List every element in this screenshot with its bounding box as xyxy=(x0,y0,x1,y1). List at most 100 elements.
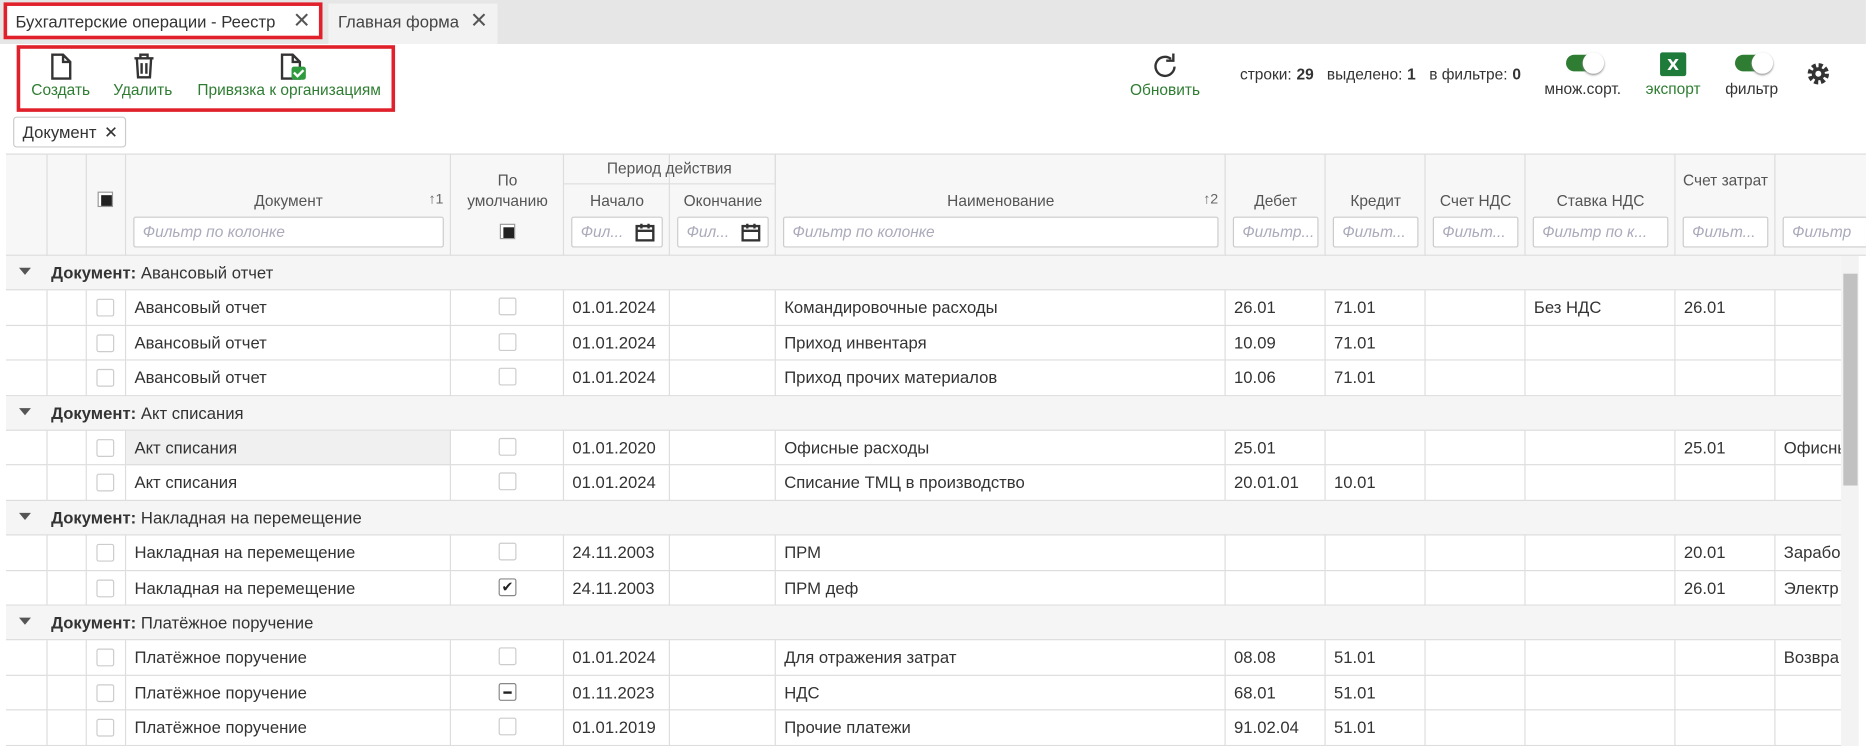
column-header[interactable]: Счет НДС xyxy=(1439,191,1512,210)
row-checkbox[interactable] xyxy=(96,718,115,737)
cell: 71.01 xyxy=(1325,360,1426,396)
column-header[interactable]: По умолчанию xyxy=(467,171,548,210)
group-chip[interactable]: Документ ✕ xyxy=(13,116,127,148)
cell-empty xyxy=(5,710,48,746)
cell-empty xyxy=(47,465,87,501)
toolbar xyxy=(0,44,1866,111)
column-header[interactable]: Ставка НДС xyxy=(1556,191,1645,210)
calendar-icon[interactable] xyxy=(635,223,655,242)
toggle-knob[interactable] xyxy=(1582,52,1605,74)
row-checkbox[interactable] xyxy=(96,439,115,457)
cell-empty xyxy=(669,430,776,466)
row-checkbox[interactable] xyxy=(96,474,115,492)
chip-close[interactable]: ✕ xyxy=(103,122,118,142)
scrollbar[interactable] xyxy=(1840,255,1859,746)
group-row[interactable]: Документ: Платёжное поручение xyxy=(5,605,1841,641)
tab-close[interactable]: ✕ xyxy=(470,8,489,33)
default-checkbox[interactable] xyxy=(498,647,517,666)
toolbar-button[interactable]: Привязка к организациям xyxy=(197,80,381,99)
column-filter[interactable]: Фильт... xyxy=(1682,216,1769,248)
tab-label[interactable]: Главная форма xyxy=(337,11,459,31)
cell: 24.11.2003 xyxy=(564,535,670,571)
cell-empty xyxy=(1425,360,1526,396)
row-checkbox[interactable] xyxy=(96,369,115,387)
tab-label[interactable]: Бухгалтерские операции - Реестр xyxy=(15,11,276,31)
column-filter[interactable]: Фильтр... xyxy=(1232,216,1319,248)
column-filter[interactable]: Фильт... xyxy=(1332,216,1419,248)
cell-empty xyxy=(5,675,48,711)
expand-arrow[interactable] xyxy=(19,407,31,415)
cell: 51.01 xyxy=(1325,640,1426,676)
column-header[interactable]: Окончание xyxy=(683,191,763,210)
column-filter[interactable]: Фил... xyxy=(677,216,769,248)
default-checkbox[interactable] xyxy=(498,332,517,351)
expand-arrow[interactable] xyxy=(19,512,31,520)
header-cell xyxy=(776,153,1226,256)
calendar-icon[interactable] xyxy=(741,223,761,242)
cell: Возвра xyxy=(1775,641,1841,676)
cell-empty xyxy=(1325,430,1426,466)
column-filter[interactable]: Фильтр по к... xyxy=(1532,216,1669,248)
row-checkbox[interactable] xyxy=(96,579,115,597)
toggle-knob[interactable] xyxy=(1751,52,1774,74)
row-checkbox[interactable] xyxy=(96,544,115,562)
group-value: Акт списания xyxy=(140,402,244,422)
toolbar-button[interactable]: Обновить xyxy=(1129,80,1201,99)
cell-empty xyxy=(1675,640,1776,676)
column-header[interactable]: Дебет xyxy=(1254,191,1298,210)
tab[interactable] xyxy=(328,3,498,45)
indeterminate-mark xyxy=(503,691,512,694)
default-checkbox[interactable] xyxy=(498,472,517,491)
default-checkbox[interactable] xyxy=(498,367,517,386)
default-checkbox[interactable] xyxy=(498,717,517,736)
column-header[interactable]: Кредит xyxy=(1350,191,1401,210)
expand-arrow[interactable] xyxy=(19,267,31,275)
column-filter[interactable]: Фильтр по колонке xyxy=(133,216,444,248)
cell: Приход инвентаря xyxy=(775,325,1226,361)
cell-empty xyxy=(1675,360,1776,396)
cell-empty xyxy=(451,290,565,326)
column-filter[interactable]: Фильтр xyxy=(1782,216,1866,248)
column-filter[interactable]: Фил... xyxy=(571,216,663,248)
column-header[interactable]: Наименование xyxy=(947,191,1055,210)
scrollbar-thumb[interactable] xyxy=(1843,273,1858,486)
group-row[interactable]: Документ: Акт списания xyxy=(5,395,1841,431)
cell: 01.01.2024 xyxy=(564,360,670,396)
stat-value: 0 xyxy=(1512,65,1521,84)
cell: Акт списания xyxy=(126,430,452,466)
cell-empty xyxy=(1675,325,1776,361)
expand-arrow[interactable] xyxy=(19,617,31,625)
cell-empty xyxy=(1775,361,1841,396)
default-checkbox[interactable] xyxy=(498,542,517,561)
column-header[interactable]: Счет затрат xyxy=(1683,171,1768,190)
tab-close[interactable]: ✕ xyxy=(292,8,311,33)
cell-empty xyxy=(669,535,776,571)
toolbar-button[interactable]: Создать xyxy=(31,80,91,99)
cell: 08.08 xyxy=(1225,640,1326,676)
cell: Офисные расходы xyxy=(775,430,1226,466)
column-filter[interactable]: Фильтр по колонке xyxy=(783,216,1219,248)
cell-empty xyxy=(1775,676,1841,711)
row-checkbox[interactable] xyxy=(96,299,115,318)
group-row[interactable]: Документ: Авансовый отчет xyxy=(5,255,1841,291)
settings-icon[interactable] xyxy=(1803,58,1834,89)
column-header[interactable]: Документ xyxy=(254,191,323,210)
toggle[interactable] xyxy=(1566,52,1605,74)
group-row[interactable]: Документ: Накладная на перемещение xyxy=(5,500,1841,536)
toolbar-button[interactable]: Удалить xyxy=(113,80,173,99)
cell: 20.01.01 xyxy=(1225,465,1326,501)
row-checkbox[interactable] xyxy=(96,649,115,667)
cell: 01.01.2019 xyxy=(564,710,670,746)
cell-empty xyxy=(1525,465,1676,501)
default-checkbox[interactable]: ✔ xyxy=(498,577,517,596)
default-checkbox[interactable] xyxy=(498,297,517,316)
row-checkbox[interactable] xyxy=(96,684,115,702)
default-checkbox[interactable] xyxy=(498,437,517,456)
row-checkbox[interactable] xyxy=(96,334,115,352)
default-checkbox[interactable] xyxy=(498,682,517,701)
cell: Авансовый отчет xyxy=(126,360,452,396)
toggle[interactable] xyxy=(1735,52,1774,74)
export-label[interactable]: экспорт xyxy=(1645,79,1701,98)
column-filter[interactable]: Фильт... xyxy=(1432,216,1519,248)
column-header[interactable]: Начало xyxy=(590,191,644,210)
